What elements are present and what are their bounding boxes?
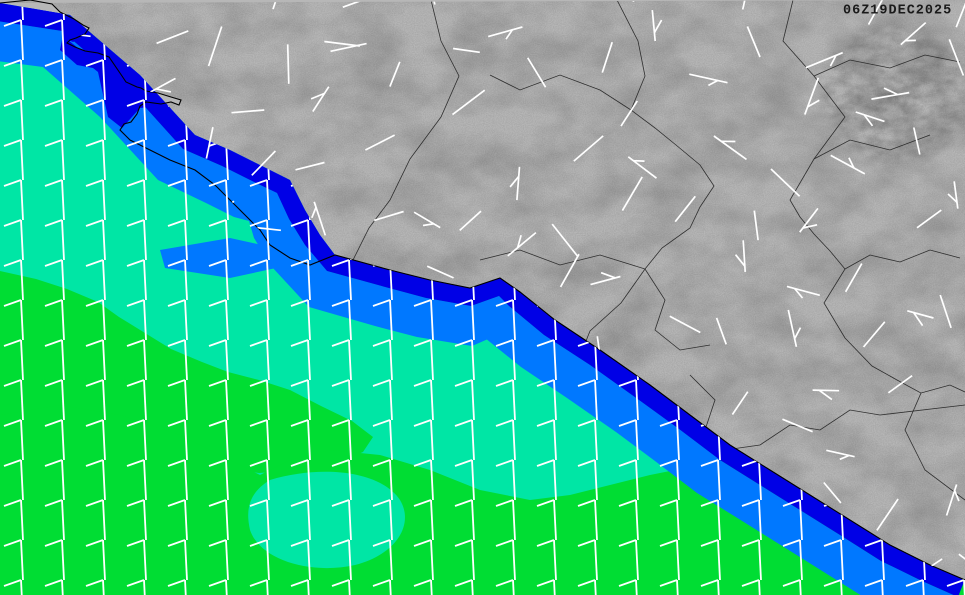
svg-text:06Z19DEC2025: 06Z19DEC2025 xyxy=(843,4,952,19)
